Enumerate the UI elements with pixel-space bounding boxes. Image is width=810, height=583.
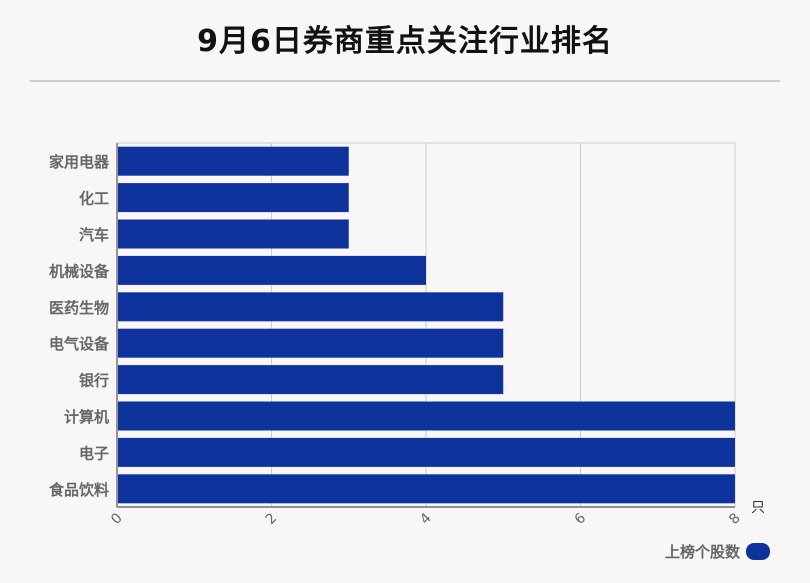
bar[interactable]	[118, 474, 735, 504]
category-label: 电子	[79, 444, 109, 462]
legend-swatch	[746, 543, 770, 560]
legend[interactable]: 上榜个股数	[665, 541, 770, 562]
bar[interactable]	[118, 328, 504, 358]
category-label: 计算机	[64, 408, 109, 426]
category-label: 医药生物	[49, 299, 109, 317]
title-divider	[30, 80, 780, 82]
bar[interactable]	[118, 255, 426, 285]
category-label: 机械设备	[49, 262, 110, 280]
x-tick-label: 0	[108, 510, 126, 528]
category-label: 银行	[79, 372, 109, 390]
x-tick-label: 6	[572, 510, 590, 528]
x-tick-label: 4	[417, 510, 435, 528]
bars	[118, 146, 735, 504]
x-tick-labels: 0 2 4 6 8	[108, 510, 744, 528]
bar[interactable]	[118, 219, 349, 249]
bar[interactable]	[118, 365, 504, 395]
bar[interactable]	[118, 401, 735, 431]
category-label: 化工	[79, 190, 109, 208]
category-label: 家用电器	[49, 153, 110, 171]
x-tick-label: 8	[726, 510, 744, 528]
bar[interactable]	[118, 183, 349, 213]
bar[interactable]	[118, 292, 504, 322]
chart-title: 9月6日券商重点关注行业排名	[197, 24, 613, 59]
x-axis-unit: 只	[751, 500, 765, 516]
legend-label: 上榜个股数	[664, 543, 740, 561]
x-tick-label: 2	[263, 510, 281, 528]
bar[interactable]	[118, 437, 735, 467]
bar[interactable]	[118, 146, 349, 176]
category-label: 汽车	[79, 226, 109, 244]
category-label: 电气设备	[49, 335, 110, 353]
category-label: 食品饮料	[49, 481, 109, 499]
